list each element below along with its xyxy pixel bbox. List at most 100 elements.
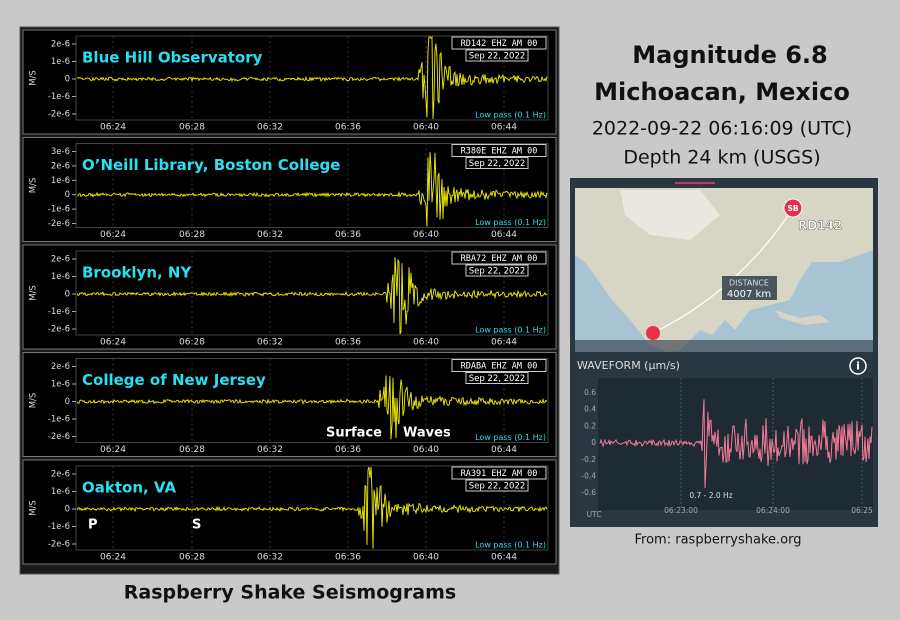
x-tick-label: 06:25 bbox=[851, 506, 873, 515]
y-tick-label: -0.6 bbox=[581, 488, 596, 497]
filter-label: Low pass (0.1 Hz) bbox=[475, 541, 546, 550]
annotation: Waves bbox=[403, 426, 451, 441]
y-tick-label: 0 bbox=[65, 505, 70, 515]
x-tick-label: 06:24 bbox=[100, 123, 126, 133]
filter-label: Low pass (0.1 Hz) bbox=[475, 111, 546, 120]
y-tick-label: 2e-6 bbox=[51, 255, 70, 265]
y-tick-label: 1e-6 bbox=[51, 487, 70, 497]
distance-value: 4007 km bbox=[727, 289, 771, 300]
y-tick-label: -2e-6 bbox=[48, 325, 70, 335]
y-axis-label: M/S bbox=[29, 70, 39, 86]
y-axis-label: M/S bbox=[29, 500, 39, 516]
y-tick-label: 1e-6 bbox=[51, 380, 70, 390]
x-tick-label: 06:28 bbox=[179, 445, 205, 455]
x-tick-label: 06:23:00 bbox=[664, 506, 698, 515]
y-tick-label: 0 bbox=[65, 75, 70, 85]
seismogram-trace bbox=[76, 466, 548, 549]
x-tick-label: 06:28 bbox=[179, 553, 205, 563]
waveform-trace bbox=[599, 399, 873, 489]
info-icon[interactable] bbox=[849, 357, 867, 375]
plot-area bbox=[75, 35, 549, 121]
y-axis-label: M/S bbox=[29, 285, 39, 301]
y-tick-label: -0.2 bbox=[581, 455, 596, 464]
filter-label: Low pass (0.1 Hz) bbox=[475, 433, 546, 442]
channel-box bbox=[451, 251, 547, 265]
filter-label: Low pass (0.1 Hz) bbox=[475, 326, 546, 335]
x-tick-label: 06:44 bbox=[491, 338, 517, 348]
seismogram-trace bbox=[76, 152, 548, 227]
annotation: S bbox=[192, 518, 201, 533]
y-tick-label: 0.4 bbox=[584, 405, 596, 414]
seismogram-trace bbox=[76, 35, 548, 120]
plot-area bbox=[75, 250, 549, 336]
x-tick-label: 06:28 bbox=[179, 338, 205, 348]
source: From: raspberryshake.org bbox=[635, 533, 802, 548]
x-tick-label: 06:24 bbox=[100, 338, 126, 348]
y-tick-label: 2e-6 bbox=[51, 40, 70, 50]
channel-box bbox=[451, 144, 547, 157]
event-location: Michoacan, Mexico bbox=[594, 78, 850, 106]
x-tick-label: 06:24 bbox=[100, 230, 126, 240]
x-tick-label: 06:32 bbox=[257, 445, 283, 455]
filter-label: Low pass (0.1 Hz) bbox=[475, 218, 546, 227]
x-tick-label: 06:44 bbox=[491, 445, 517, 455]
date-box bbox=[465, 264, 529, 277]
seismogram-trace bbox=[76, 375, 548, 440]
band-box bbox=[682, 490, 740, 502]
channel-box bbox=[451, 36, 547, 50]
x-tick-label: 06:32 bbox=[257, 123, 283, 133]
channel-box bbox=[451, 466, 547, 480]
date-box bbox=[465, 479, 529, 492]
channel-label: RD142 EHZ AM 00 bbox=[461, 39, 538, 49]
annotation: Surface bbox=[326, 426, 382, 441]
map bbox=[575, 188, 873, 352]
map-island bbox=[775, 310, 830, 325]
date-label: Sep 22, 2022 bbox=[469, 159, 526, 169]
info-glyph: i bbox=[856, 360, 860, 373]
x-tick-label: 06:36 bbox=[335, 338, 361, 348]
y-tick-label: -1e-6 bbox=[48, 415, 70, 425]
station-badge bbox=[783, 198, 803, 218]
station-name: O’Neill Library, Boston College bbox=[82, 156, 340, 174]
x-unit: UTC bbox=[587, 510, 602, 519]
station-name: Oakton, VA bbox=[82, 479, 177, 497]
epicenter bbox=[646, 326, 660, 340]
x-tick-label: 06:40 bbox=[413, 553, 439, 563]
y-tick-label: -1e-6 bbox=[48, 522, 70, 532]
station-name: Brooklyn, NY bbox=[82, 264, 192, 282]
y-tick-label: -0.4 bbox=[581, 472, 596, 481]
channel-box bbox=[451, 359, 547, 372]
x-tick-label: 06:44 bbox=[491, 123, 517, 133]
channel-label: RBA72 EHZ AM 00 bbox=[461, 254, 538, 264]
x-tick-label: 06:40 bbox=[413, 338, 439, 348]
y-tick-label: -2e-6 bbox=[48, 219, 70, 229]
x-tick-label: 06:40 bbox=[413, 123, 439, 133]
y-tick-label: -1e-6 bbox=[48, 307, 70, 317]
event-depth: Depth 24 km (USGS) bbox=[623, 147, 820, 169]
x-tick-label: 06:36 bbox=[335, 553, 361, 563]
station-name: College of New Jersey bbox=[82, 371, 266, 389]
x-tick-label: 06:32 bbox=[257, 553, 283, 563]
seismogram-trace bbox=[76, 257, 548, 335]
x-tick-label: 06:24 bbox=[100, 445, 126, 455]
y-tick-label: -2e-6 bbox=[48, 110, 70, 120]
x-tick-label: 06:36 bbox=[335, 123, 361, 133]
y-tick-label: 0 bbox=[591, 438, 596, 447]
distance-label: DISTANCE bbox=[729, 279, 769, 288]
y-tick-label: 0.2 bbox=[584, 421, 596, 430]
y-axis-label: M/S bbox=[29, 178, 39, 194]
map-land-light bbox=[620, 190, 720, 240]
y-tick-label: 1e-6 bbox=[51, 57, 70, 67]
x-tick-label: 06:32 bbox=[257, 338, 283, 348]
plot-area bbox=[75, 465, 549, 551]
y-axis-label: M/S bbox=[29, 393, 39, 409]
y-tick-label: 1e-6 bbox=[51, 176, 70, 186]
distance-box bbox=[722, 276, 777, 300]
band-label: 0.7 - 2.0 Hz bbox=[689, 491, 732, 500]
channel-label: RA391 EHZ AM 00 bbox=[461, 469, 538, 479]
x-tick-label: 06:44 bbox=[491, 553, 517, 563]
date-label: Sep 22, 2022 bbox=[469, 267, 526, 277]
station-badge-label: SB bbox=[787, 204, 798, 213]
x-tick-label: 06:44 bbox=[491, 230, 517, 240]
